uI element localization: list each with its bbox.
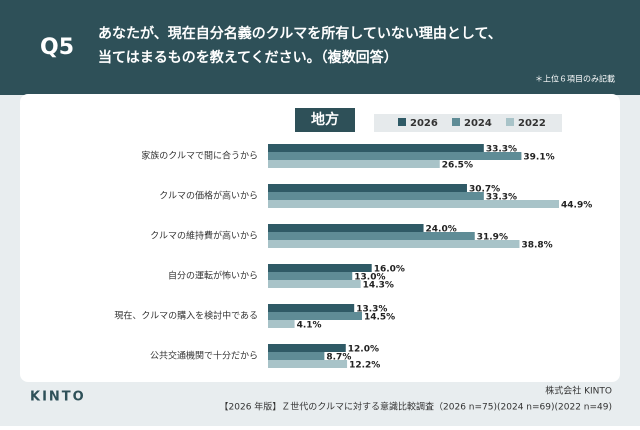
bar [268, 224, 424, 232]
category-label: 家族のクルマで間に合うから [141, 150, 258, 162]
value-label: 4.1% [297, 321, 322, 331]
value-label: 33.3% [486, 145, 517, 155]
bar [268, 360, 348, 368]
value-label: 16.0% [374, 265, 405, 275]
bar [268, 264, 372, 272]
legend-label: 2026 [410, 118, 438, 129]
value-label: 39.1% [523, 153, 554, 163]
chart-title: 地方 [311, 111, 339, 128]
source: 【2026 年版】Ｚ世代のクルマに対する意識比較調査（2026 n=75)(20… [220, 401, 612, 413]
legend-swatch [506, 118, 514, 126]
header-band [0, 0, 640, 95]
category-label: 公共交通機関で十分だから [150, 350, 258, 362]
value-label: 12.0% [348, 345, 379, 355]
legend-swatch [452, 118, 460, 126]
value-label: 12.2% [349, 361, 380, 371]
bar [268, 272, 353, 280]
category-label: クルマの価格が高いから [159, 190, 258, 202]
bar [268, 160, 440, 168]
question-number: Q5 [40, 35, 74, 60]
value-label: 24.0% [426, 225, 457, 235]
value-label: 38.8% [521, 241, 552, 251]
bar [268, 280, 361, 288]
note: ＊上位６項目のみ記載 [535, 74, 615, 84]
value-label: 13.3% [356, 305, 387, 315]
category-label: 現在、クルマの購入を検討中である [114, 310, 258, 322]
question-line: あなたが、現在自分名義のクルマを所有していない理由として、 [98, 25, 502, 42]
bar [268, 352, 325, 360]
chart-title-box [295, 108, 355, 132]
bar [268, 320, 295, 328]
legend-label: 2022 [518, 118, 546, 129]
bar [268, 240, 520, 248]
value-label: 44.9% [561, 201, 592, 211]
value-label: 31.9% [477, 233, 508, 243]
question-line: 当てはまるものを教えてください。（複数回答） [98, 49, 398, 66]
company: 株式会社 KINTO [545, 385, 612, 397]
value-label: 26.5% [442, 161, 473, 171]
legend-swatch [398, 118, 406, 126]
bar [268, 200, 559, 208]
value-label: 13.0% [354, 273, 385, 283]
value-label: 30.7% [469, 185, 500, 195]
value-label: 33.3% [486, 193, 517, 203]
bar [268, 152, 522, 160]
category-label: 自分の運転が怖いから [168, 270, 258, 282]
category-label: クルマの維持費が高いから [150, 230, 258, 242]
bar [268, 232, 475, 240]
bar [268, 192, 484, 200]
bar [268, 312, 362, 320]
value-label: 8.7% [326, 353, 351, 363]
value-label: 14.3% [363, 281, 394, 291]
value-label: 14.5% [364, 313, 395, 323]
bar [268, 144, 484, 152]
bar [268, 184, 467, 192]
legend-label: 2024 [464, 118, 492, 129]
logo: KINTO [30, 390, 86, 405]
legend-box [374, 114, 562, 132]
bar [268, 344, 346, 352]
bar [268, 304, 355, 312]
